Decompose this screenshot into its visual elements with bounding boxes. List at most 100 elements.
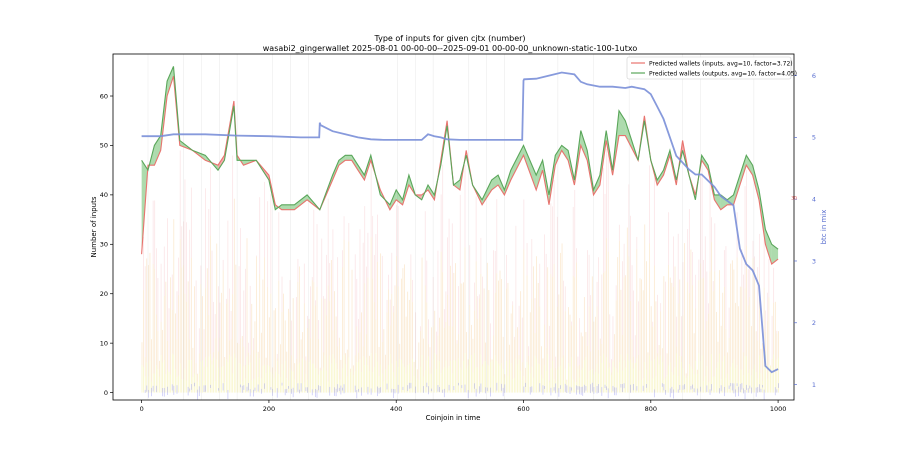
bar-yellow — [649, 355, 650, 393]
bar-blue — [205, 385, 206, 392]
bar-blue — [189, 388, 191, 392]
bar-pink — [577, 356, 579, 366]
bar-pink — [475, 196, 477, 262]
bar-yellow — [397, 367, 399, 393]
bar-orange — [330, 260, 332, 364]
bar-orange — [453, 272, 455, 361]
bar-yellow — [545, 370, 547, 393]
bar-yellow — [144, 376, 146, 393]
bar-yellow — [738, 380, 740, 393]
bar-orange — [743, 352, 744, 376]
bar-blue — [315, 388, 316, 398]
bar-pink — [652, 321, 654, 327]
bar-pink — [451, 223, 453, 327]
bar-blue — [633, 384, 634, 391]
bar-orange — [736, 257, 738, 366]
bar-yellow — [647, 380, 649, 393]
bar-yellow — [265, 373, 267, 393]
bar-orange — [502, 336, 504, 369]
bar-blue — [286, 388, 288, 394]
bar-pink — [229, 288, 230, 341]
bar-pink — [152, 200, 154, 265]
bar-yellow — [284, 360, 286, 393]
bar-yellow — [539, 364, 541, 393]
bar-orange — [272, 367, 273, 375]
bar-pink — [243, 290, 245, 347]
bar-blue — [393, 388, 394, 398]
bar-yellow — [249, 362, 251, 393]
bar-pink — [712, 281, 714, 292]
bar-orange — [380, 253, 382, 365]
bar-yellow — [315, 368, 316, 393]
bar-orange — [711, 242, 712, 355]
bar-pink — [609, 314, 611, 363]
bar-yellow — [327, 381, 329, 393]
bar-pink — [348, 223, 350, 242]
bar-orange — [529, 312, 531, 374]
bar-orange — [259, 274, 261, 359]
bar-orange — [650, 306, 652, 361]
bar-orange — [587, 345, 588, 380]
bar-pink — [576, 248, 577, 263]
bar-orange — [665, 377, 666, 379]
bar-orange — [622, 334, 623, 371]
bar-blue — [564, 383, 566, 392]
bar-yellow — [367, 365, 369, 393]
bar-orange — [257, 351, 259, 378]
y2-tick-label: 5 — [812, 134, 816, 142]
bar-yellow — [682, 368, 684, 393]
bar-orange — [393, 312, 394, 372]
bar-yellow — [763, 366, 765, 393]
bar-pink — [442, 164, 444, 273]
bar-yellow — [552, 360, 553, 393]
bar-orange — [774, 301, 776, 373]
bar-yellow — [211, 364, 213, 393]
bar-blue — [391, 388, 393, 393]
bar-pink — [397, 205, 399, 287]
bar-yellow — [407, 365, 409, 393]
bar-yellow — [149, 360, 151, 393]
bar-orange — [553, 263, 555, 380]
bar-pink — [714, 223, 716, 272]
series-line-btc — [141, 71, 779, 374]
bar-yellow — [633, 368, 634, 393]
bar-pink — [606, 148, 607, 239]
bar-yellow — [474, 353, 475, 393]
bar-pink — [278, 212, 280, 281]
bar-blue — [475, 388, 477, 397]
bar-yellow — [591, 369, 593, 393]
bar-pink — [636, 236, 638, 250]
bar-pink — [682, 262, 684, 316]
bar-orange — [238, 344, 240, 364]
bar-yellow — [601, 362, 603, 393]
bar-yellow — [216, 359, 218, 393]
bar-yellow — [364, 365, 366, 393]
difference-fill — [523, 145, 537, 190]
bar-orange — [523, 249, 525, 377]
bar-pink — [482, 276, 483, 365]
x-tick-label: 400 — [390, 405, 402, 413]
bar-yellow — [213, 357, 214, 393]
bar-orange — [326, 315, 327, 371]
bar-yellow — [362, 356, 364, 393]
bar-orange — [334, 291, 335, 359]
bar-yellow — [343, 355, 345, 393]
bar-yellow — [612, 361, 614, 393]
bar-orange — [418, 342, 420, 381]
bar-blue — [763, 389, 765, 400]
bar-yellow — [155, 365, 157, 393]
bar-yellow — [695, 361, 697, 393]
bar-blue — [642, 385, 644, 392]
bar-pink — [531, 239, 533, 299]
bar-pink — [420, 326, 421, 331]
bar-orange — [585, 331, 587, 358]
bar-yellow — [361, 371, 362, 393]
bar-yellow — [569, 366, 571, 393]
bar-orange — [493, 335, 494, 376]
bar-orange — [563, 355, 564, 381]
bar-blue — [555, 383, 557, 394]
bar-orange — [590, 351, 592, 371]
bar-orange — [525, 367, 526, 383]
bar-pink — [222, 259, 224, 271]
bar-orange — [555, 367, 557, 382]
